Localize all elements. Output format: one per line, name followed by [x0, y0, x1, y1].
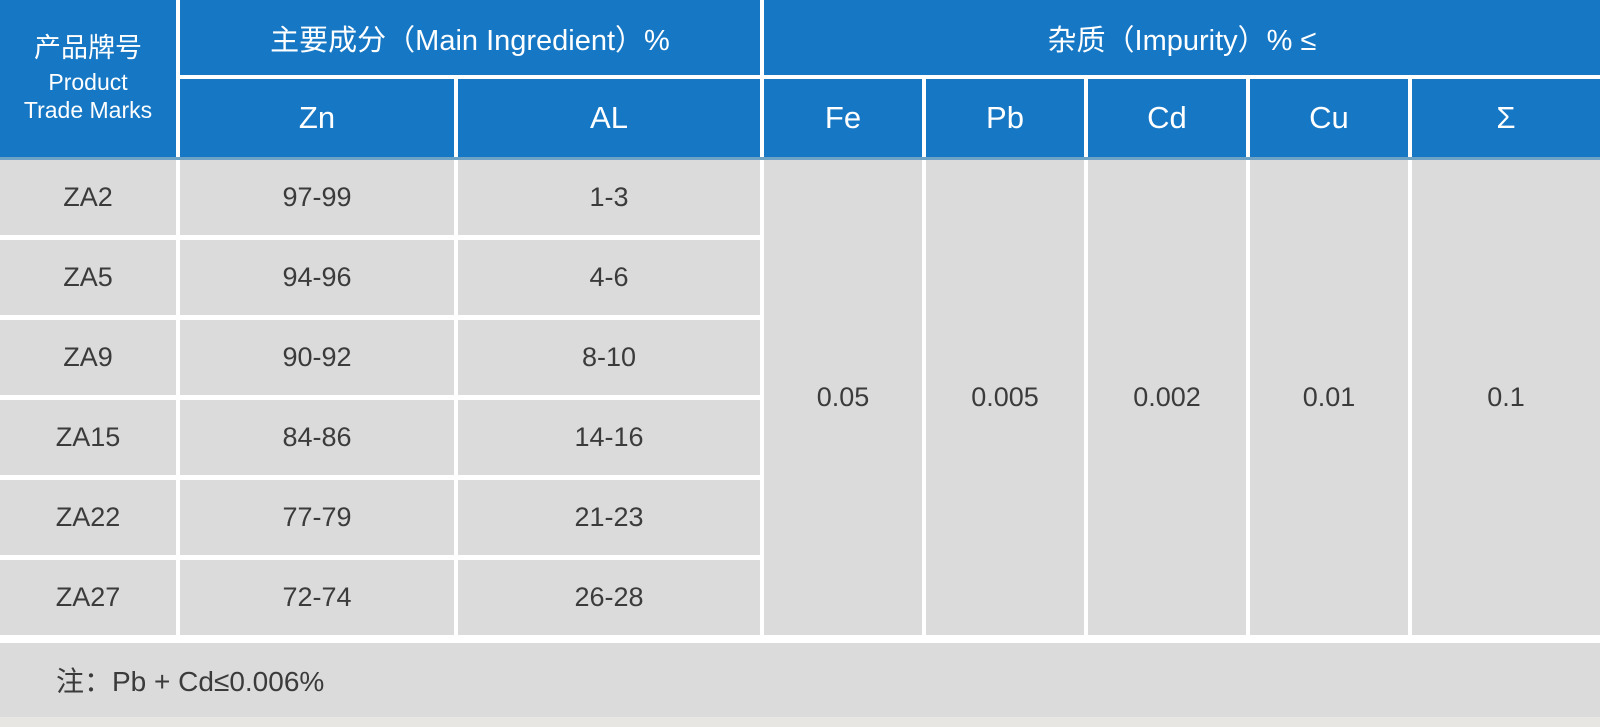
cell-al-value: 1-3: [458, 160, 760, 235]
table-body: ZA2 ZA5 ZA9 ZA15 ZA22 ZA27 97-99 94-96 9…: [0, 160, 1600, 635]
cell-al-value: 21-23: [458, 480, 760, 555]
cell-trademark: ZA15: [0, 400, 176, 475]
cell-zn-value: 94-96: [180, 240, 454, 315]
product-label-en-line1: Product: [48, 68, 128, 95]
header-group-impurity: 杂质（Impurity）% ≤: [764, 0, 1600, 75]
cell-zn-value: 72-74: [180, 560, 454, 635]
header-cell-cu: Cu: [1250, 79, 1408, 157]
cell-al-value: 4-6: [458, 240, 760, 315]
cell-zn-value: 84-86: [180, 400, 454, 475]
header-cell-al: AL: [458, 79, 760, 157]
cell-trademark: ZA2: [0, 160, 176, 235]
cell-impurity-sum-max: 0.1: [1412, 160, 1600, 635]
cell-impurity-cu-max: 0.01: [1250, 160, 1408, 635]
cell-trademark: ZA22: [0, 480, 176, 555]
bottom-edge-strip: [0, 717, 1600, 727]
cell-zn-value: 97-99: [180, 160, 454, 235]
header-cell-sigma: Σ: [1412, 79, 1600, 157]
product-label-en-line2: Trade Marks: [23, 97, 153, 124]
header-bottom-accent-line: [0, 157, 1600, 160]
cell-al-value: 8-10: [458, 320, 760, 395]
cell-impurity-pb-max: 0.005: [926, 160, 1084, 635]
cell-al-value: 14-16: [458, 400, 760, 475]
cell-impurity-cd-max: 0.002: [1088, 160, 1246, 635]
table-header: 产品牌号 Product Trade Marks 主要成分（Main Ingre…: [0, 0, 1600, 157]
header-cell-fe: Fe: [764, 79, 922, 157]
header-cell-zn: Zn: [180, 79, 454, 157]
cell-impurity-fe-max: 0.05: [764, 160, 922, 635]
cell-zn-value: 90-92: [180, 320, 454, 395]
cell-trademark: ZA5: [0, 240, 176, 315]
cell-trademark: ZA27: [0, 560, 176, 635]
product-label-zh: 产品牌号: [34, 32, 142, 63]
cell-al-value: 26-28: [458, 560, 760, 635]
header-cell-cd: Cd: [1088, 79, 1246, 157]
cell-trademark: ZA9: [0, 320, 176, 395]
header-cell-product-trade-marks: 产品牌号 Product Trade Marks: [0, 0, 176, 157]
footnote-bar: 注：Pb + Cd≤0.006%: [0, 643, 1600, 717]
header-group-main-ingredient: 主要成分（Main Ingredient）%: [180, 0, 760, 75]
footnote-text: 注：Pb + Cd≤0.006%: [56, 666, 325, 697]
header-cell-pb: Pb: [926, 79, 1084, 157]
cell-zn-value: 77-79: [180, 480, 454, 555]
